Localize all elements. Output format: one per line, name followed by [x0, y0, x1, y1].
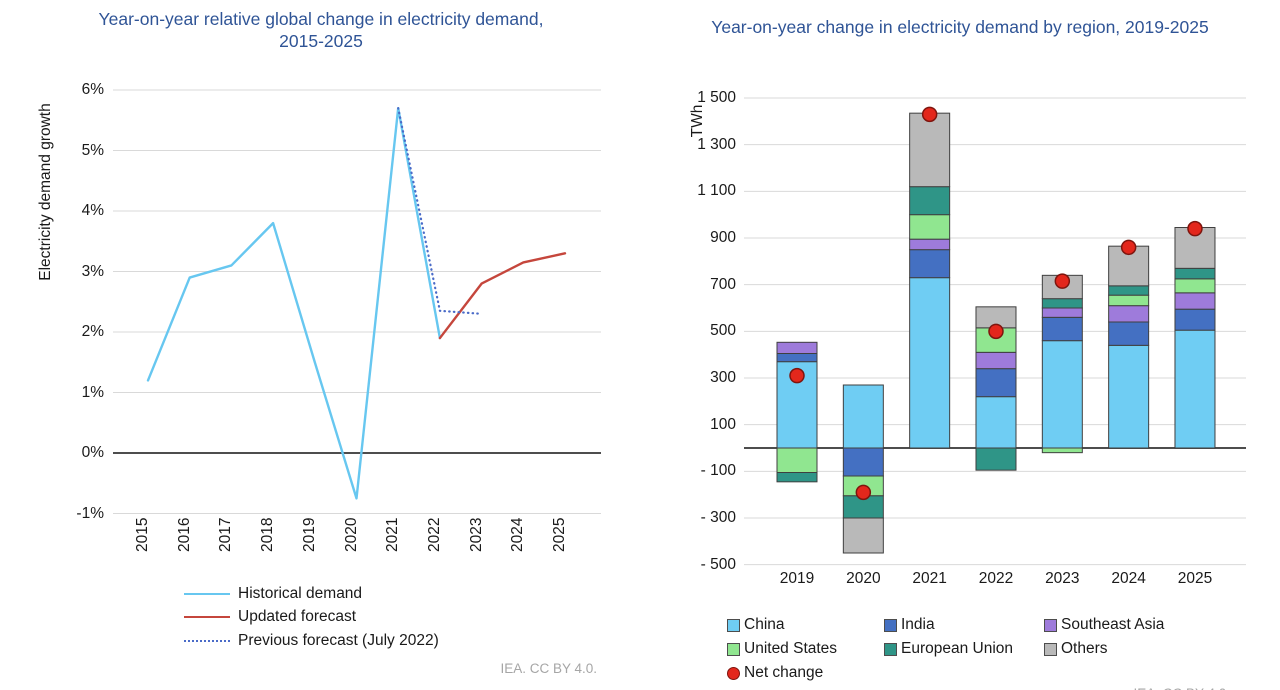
bar-segment-united-states — [1041, 447, 1083, 454]
right-x-tick-label: 2020 — [846, 570, 881, 587]
legend-item-label: Updated forecast — [238, 608, 357, 626]
left-y-tick-label: 0% — [81, 444, 104, 461]
right-y-tick-label: 300 — [710, 369, 736, 386]
net-change-dot — [988, 323, 1004, 340]
net-change-dot — [855, 484, 872, 501]
bar-segment-india — [975, 368, 1017, 398]
bar-segment-others — [1174, 227, 1216, 269]
legend-item-label: European Union — [901, 640, 1014, 657]
legend-square-swatch — [884, 619, 897, 632]
left-x-tick-label: 2023 — [467, 517, 485, 552]
legend-item-label: India — [901, 616, 935, 633]
right-x-tick-label: 2025 — [1177, 570, 1213, 587]
left-y-tick-label: 3% — [81, 262, 104, 280]
left-chart-title-line2: 2015-2025 — [279, 31, 363, 51]
attribution-right-chart-cropped: IEA. CC BY 4.0. — [1030, 686, 1230, 690]
net-change-dot — [1120, 239, 1137, 256]
legend-line-swatch — [184, 593, 230, 595]
right-y-tick-label: 1 100 — [697, 182, 736, 200]
legend-square-swatch — [727, 619, 740, 632]
left-x-tick-label: 2015 — [134, 517, 151, 552]
bar-segment-india — [909, 249, 951, 279]
right-x-tick-label: 2021 — [912, 570, 947, 587]
right-y-tick-label: 700 — [710, 275, 736, 293]
legend-circle-swatch — [727, 667, 740, 680]
right-x-tick-label: 2024 — [1111, 570, 1146, 587]
net-change-dot — [789, 367, 805, 384]
left-y-tick-label: 2% — [81, 323, 104, 340]
left-chart-title-line1: Year-on-year relative global change in e… — [98, 9, 544, 29]
left-x-tick-label: 2024 — [509, 517, 527, 552]
net-change-dot — [1054, 273, 1071, 289]
bar-segment-european-union — [776, 472, 818, 483]
legend-item-label: Historical demand — [238, 585, 363, 602]
legend-item-label: Others — [1061, 640, 1108, 657]
legend-square-swatch — [1044, 619, 1057, 632]
right-x-tick-label: 2022 — [978, 570, 1014, 587]
left-x-tick-label: 2019 — [300, 517, 318, 552]
legend-item-label: China — [744, 616, 785, 633]
legend-item-label: Net change — [744, 664, 824, 681]
left-x-tick-label: 2017 — [217, 517, 235, 552]
net-change-dot — [921, 106, 938, 123]
bar-segment-european-union — [975, 447, 1017, 471]
left-chart-title: Year-on-year relative global change in e… — [15, 8, 627, 52]
right-y-tick-label: 500 — [710, 322, 736, 340]
legend-line-swatch — [184, 639, 230, 642]
right-x-tick-label: 2023 — [1045, 570, 1080, 587]
left-y-tick-label: 5% — [81, 141, 104, 159]
bar-segment-southeast-asia — [776, 341, 818, 354]
left-y-tick-label: 1% — [81, 383, 104, 401]
legend-item-label: Southeast Asia — [1061, 616, 1165, 633]
right-y-tick-label: 1 500 — [697, 89, 736, 106]
legend-item-label: United States — [744, 640, 838, 657]
legend-item-label: Previous forecast (July 2022) — [238, 631, 439, 649]
left-x-tick-label: 2020 — [342, 517, 360, 552]
net-change-dot — [1187, 220, 1203, 237]
right-y-tick-label: 1 300 — [697, 135, 736, 153]
right-y-tick-label: - 500 — [700, 555, 736, 573]
right-x-tick-label: 2019 — [779, 570, 815, 587]
right-chart-title: Year-on-year change in electricity deman… — [711, 17, 1209, 37]
right-y-tick-label: - 300 — [700, 509, 736, 526]
left-x-tick-label: 2021 — [384, 517, 402, 552]
bar-segment-european-union — [909, 186, 951, 216]
bar-segment-china — [975, 396, 1017, 449]
legend-line-swatch — [184, 616, 230, 619]
bar-segment-united-states — [776, 447, 818, 473]
right-y-tick-label: - 100 — [700, 462, 736, 480]
bar-segment-china — [842, 384, 884, 449]
line-series-previous-forecast-july-2022- — [397, 107, 483, 315]
legend-square-swatch — [884, 643, 897, 656]
left-y-tick-label: 6% — [81, 81, 104, 98]
bar-segment-china — [1108, 344, 1150, 449]
left-x-tick-label: 2016 — [175, 517, 193, 552]
attribution-left-chart: IEA. CC BY 4.0. — [500, 661, 597, 676]
left-y-tick-label: 4% — [81, 202, 104, 219]
bar-segment-others — [842, 517, 884, 554]
right-y-tick-label: 100 — [710, 415, 736, 433]
left-x-tick-label: 2025 — [551, 517, 568, 552]
left-y-tick-label: -1% — [76, 504, 104, 522]
right-y-tick-label: 900 — [710, 229, 736, 246]
left-x-tick-label: 2022 — [425, 517, 443, 552]
legend-square-swatch — [1044, 643, 1057, 656]
line-series-historical-demand — [146, 106, 442, 500]
line-series-updated-forecast — [438, 252, 567, 340]
bar-segment-others — [909, 112, 951, 188]
bar-segment-china — [909, 277, 951, 449]
left-x-tick-label: 2018 — [259, 517, 277, 552]
bar-segment-united-states — [909, 214, 951, 240]
legend-square-swatch — [727, 643, 740, 656]
